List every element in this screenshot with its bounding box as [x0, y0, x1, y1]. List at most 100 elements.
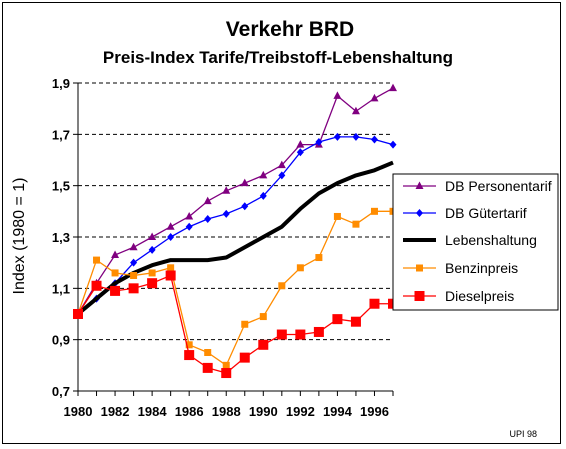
- data-point: [166, 222, 175, 230]
- data-point: [111, 269, 119, 277]
- data-point: [241, 320, 249, 328]
- x-axis-ticks: 1980 1982 1984 1986 1988 1990 1992 1994 1996: [64, 391, 394, 419]
- data-point: [296, 264, 304, 272]
- data-point: [167, 264, 175, 272]
- legend-item: Lebenshaltung: [403, 232, 537, 248]
- legend-item: Dieselpreis: [403, 288, 514, 304]
- data-point: [259, 191, 267, 200]
- data-point: [130, 272, 138, 279]
- data-point: [73, 309, 83, 319]
- legend-label: Dieselpreis: [445, 288, 514, 304]
- y-axis-label: Index (1980 = 1): [11, 178, 28, 295]
- data-point: [222, 361, 230, 369]
- chart-subtitle: Preis-Index Tarife/Treibstoff-Lebenshalt…: [103, 48, 453, 67]
- x-tick-label: 1994: [323, 404, 353, 419]
- data-point: [147, 278, 158, 289]
- data-point: [128, 283, 139, 294]
- data-point: [185, 341, 193, 349]
- data-point: [296, 140, 305, 148]
- data-point: [333, 91, 342, 99]
- x-tick-label: 1982: [101, 404, 130, 419]
- legend-label: Benzinpreis: [445, 260, 518, 276]
- x-tick-label: 1992: [286, 404, 315, 419]
- data-point: [221, 368, 232, 379]
- data-point: [389, 83, 397, 92]
- y-tick-label: 0,7: [52, 384, 70, 399]
- data-point: [91, 280, 102, 291]
- data-point: [241, 202, 249, 211]
- legend: DB Personentarif DB Gütertarif Lebenshaltu…: [392, 173, 559, 311]
- data-point: [202, 362, 213, 373]
- data-point: [259, 313, 267, 321]
- legend-label: Lebenshaltung: [445, 232, 537, 248]
- data-point: [333, 132, 341, 141]
- data-point: [370, 93, 379, 102]
- data-point: [240, 178, 249, 187]
- data-point: [352, 220, 360, 228]
- data-point: [351, 106, 360, 115]
- data-point: [333, 212, 341, 220]
- x-tick-label: 1990: [249, 404, 278, 419]
- x-tick-label: 1996: [360, 404, 389, 419]
- data-point: [110, 285, 121, 296]
- data-point: [185, 222, 193, 231]
- series-db-g-tertarif: [74, 132, 397, 318]
- data-point: [184, 350, 195, 361]
- data-point: [389, 140, 397, 149]
- data-point: [129, 242, 138, 251]
- data-point: [313, 326, 324, 337]
- series-db-personentarif: [74, 83, 397, 317]
- legend-label: DB Personentarif: [445, 178, 552, 194]
- data-point: [259, 170, 268, 179]
- legend-item: DB Personentarif: [403, 178, 552, 194]
- x-tick-label: 1988: [212, 404, 241, 419]
- y-tick-label: 1,9: [52, 76, 70, 91]
- legend-label: DB Gütertarif: [445, 205, 527, 221]
- data-point: [278, 171, 286, 180]
- legend-item: DB Gütertarif: [403, 205, 527, 221]
- x-tick-label: 1986: [175, 404, 204, 419]
- data-point: [315, 138, 323, 147]
- y-tick-label: 1,1: [52, 281, 70, 296]
- x-tick-label: 1980: [64, 404, 93, 419]
- data-point: [203, 196, 212, 205]
- data-point: [239, 352, 250, 363]
- data-point: [276, 329, 287, 340]
- data-point: [258, 339, 269, 350]
- data-point: [352, 132, 360, 141]
- legend-marker: [416, 264, 423, 272]
- data-point: [148, 245, 156, 254]
- data-point: [295, 329, 306, 340]
- data-point: [370, 135, 378, 144]
- y-tick-label: 0,9: [52, 333, 70, 348]
- data-point: [277, 160, 286, 169]
- data-point: [148, 269, 156, 277]
- data-point: [185, 211, 194, 220]
- data-point: [332, 314, 343, 325]
- data-point: [315, 254, 323, 262]
- data-point: [222, 209, 230, 218]
- data-point: [296, 148, 304, 157]
- data-point: [278, 282, 286, 290]
- data-point: [165, 270, 176, 281]
- data-point: [93, 256, 101, 264]
- series-dieselpreis: [73, 270, 398, 379]
- legend-marker: [415, 181, 424, 189]
- legend-marker: [414, 291, 425, 301]
- y-axis-ticks: 0,7 0,9 1,1 1,3 1,5 1,7 1,9: [52, 76, 78, 399]
- series-group: [73, 83, 398, 379]
- y-tick-label: 1,7: [52, 127, 70, 142]
- data-point: [130, 258, 138, 267]
- data-point: [111, 250, 120, 258]
- data-point: [204, 349, 212, 356]
- legend-marker: [416, 209, 423, 217]
- data-point: [222, 186, 231, 194]
- data-point: [370, 207, 378, 215]
- data-point: [148, 232, 157, 240]
- credit-label: UPI 98: [509, 429, 537, 439]
- x-tick-label: 1984: [138, 404, 168, 419]
- data-point: [204, 215, 212, 224]
- data-point: [350, 316, 361, 327]
- data-point: [369, 298, 380, 309]
